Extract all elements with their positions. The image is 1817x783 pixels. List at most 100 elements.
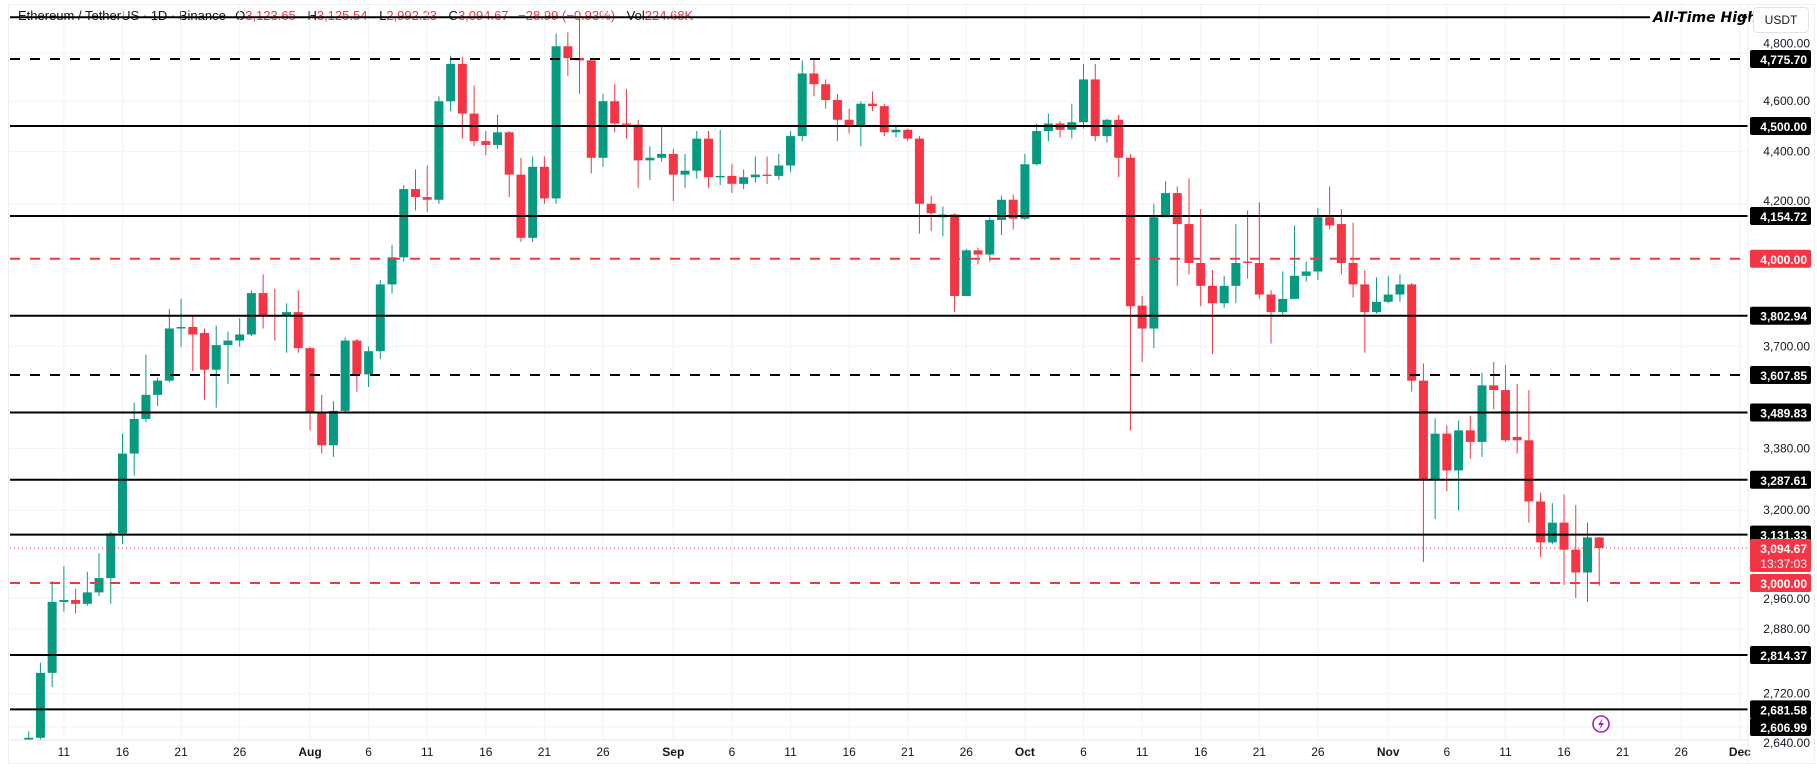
candle[interactable]	[106, 531, 116, 604]
candle[interactable]	[1067, 103, 1077, 139]
candle[interactable]	[422, 165, 432, 212]
candle[interactable]	[1278, 271, 1288, 316]
candle[interactable]	[786, 131, 796, 173]
candle[interactable]	[258, 274, 268, 329]
candle[interactable]	[1207, 270, 1217, 355]
candle[interactable]	[657, 126, 667, 162]
candle[interactable]	[1372, 277, 1382, 314]
candle[interactable]	[1219, 275, 1229, 308]
candle[interactable]	[47, 581, 57, 688]
candle[interactable]	[1582, 522, 1592, 602]
candle[interactable]	[1032, 123, 1042, 166]
candle[interactable]	[1418, 363, 1428, 563]
candle[interactable]	[1161, 181, 1171, 218]
candle[interactable]	[493, 114, 503, 149]
candle[interactable]	[1043, 113, 1053, 142]
candle[interactable]	[844, 108, 854, 134]
candle[interactable]	[1102, 118, 1112, 143]
candle[interactable]	[1559, 494, 1569, 585]
candle[interactable]	[774, 153, 784, 180]
candle[interactable]	[364, 346, 374, 387]
candle[interactable]	[1172, 186, 1182, 286]
candle[interactable]	[645, 146, 655, 180]
candle[interactable]	[821, 79, 831, 109]
candle[interactable]	[762, 156, 772, 184]
candle[interactable]	[223, 331, 233, 384]
candle[interactable]	[293, 290, 303, 353]
candle[interactable]	[610, 84, 620, 133]
candle[interactable]	[82, 571, 92, 606]
candle[interactable]	[1547, 503, 1557, 545]
lightning-icon[interactable]	[1592, 715, 1610, 733]
candle[interactable]	[117, 433, 127, 545]
candle[interactable]	[1430, 418, 1440, 520]
candle[interactable]	[563, 32, 573, 76]
candle[interactable]	[750, 156, 760, 183]
candle[interactable]	[1500, 365, 1510, 442]
candle[interactable]	[1301, 261, 1311, 282]
candle[interactable]	[551, 33, 561, 204]
candle[interactable]	[1348, 222, 1358, 298]
candle[interactable]	[1360, 270, 1370, 353]
candle[interactable]	[1090, 63, 1100, 142]
candle[interactable]	[797, 60, 807, 142]
candle[interactable]	[1407, 282, 1417, 392]
candle[interactable]	[575, 17, 585, 94]
candle[interactable]	[1184, 178, 1194, 275]
candle[interactable]	[153, 377, 163, 407]
candle[interactable]	[516, 157, 526, 242]
candle[interactable]	[457, 56, 467, 139]
candle[interactable]	[914, 136, 924, 234]
candle[interactable]	[1477, 372, 1487, 457]
candle[interactable]	[328, 401, 338, 457]
candle[interactable]	[1442, 425, 1452, 492]
candle[interactable]	[481, 131, 491, 156]
candle[interactable]	[528, 156, 538, 242]
candle[interactable]	[35, 662, 45, 745]
candle[interactable]	[856, 101, 866, 147]
candle[interactable]	[129, 402, 139, 476]
candle[interactable]	[1465, 415, 1475, 459]
candle[interactable]	[1055, 121, 1065, 138]
candle[interactable]	[633, 119, 643, 188]
candle[interactable]	[879, 103, 889, 137]
candle[interactable]	[434, 96, 444, 204]
candle[interactable]	[504, 131, 514, 198]
candle[interactable]	[1231, 224, 1241, 304]
candle[interactable]	[141, 354, 151, 423]
candle[interactable]	[1149, 203, 1159, 349]
candle[interactable]	[668, 148, 678, 202]
candle[interactable]	[1336, 209, 1346, 275]
candle[interactable]	[1243, 210, 1253, 279]
candle[interactable]	[24, 731, 34, 779]
candle[interactable]	[410, 169, 420, 211]
candle[interactable]	[71, 588, 81, 614]
candle[interactable]	[270, 288, 280, 341]
candle[interactable]	[1489, 361, 1499, 410]
candle[interactable]	[1395, 274, 1405, 302]
candle[interactable]	[868, 91, 878, 112]
candle[interactable]	[586, 57, 596, 174]
candle[interactable]	[1008, 194, 1018, 230]
candle[interactable]	[1383, 275, 1393, 304]
candle[interactable]	[235, 318, 245, 347]
candle[interactable]	[680, 153, 690, 188]
candle[interactable]	[598, 93, 608, 167]
horizontal-levels[interactable]: All-Time High	[10, 10, 1757, 711]
candle[interactable]	[715, 129, 725, 186]
candle[interactable]	[1524, 390, 1534, 523]
candle[interactable]	[1114, 114, 1124, 178]
candle[interactable]	[375, 280, 385, 359]
candle[interactable]	[1137, 295, 1147, 362]
candle[interactable]	[211, 325, 221, 408]
candle[interactable]	[1020, 153, 1030, 220]
candle[interactable]	[59, 566, 69, 612]
candle[interactable]	[446, 55, 456, 112]
candle[interactable]	[1266, 290, 1276, 344]
candle[interactable]	[692, 131, 702, 179]
candle[interactable]	[739, 169, 749, 190]
candle[interactable]	[809, 60, 819, 97]
candle[interactable]	[469, 85, 479, 147]
candle[interactable]	[903, 128, 913, 142]
